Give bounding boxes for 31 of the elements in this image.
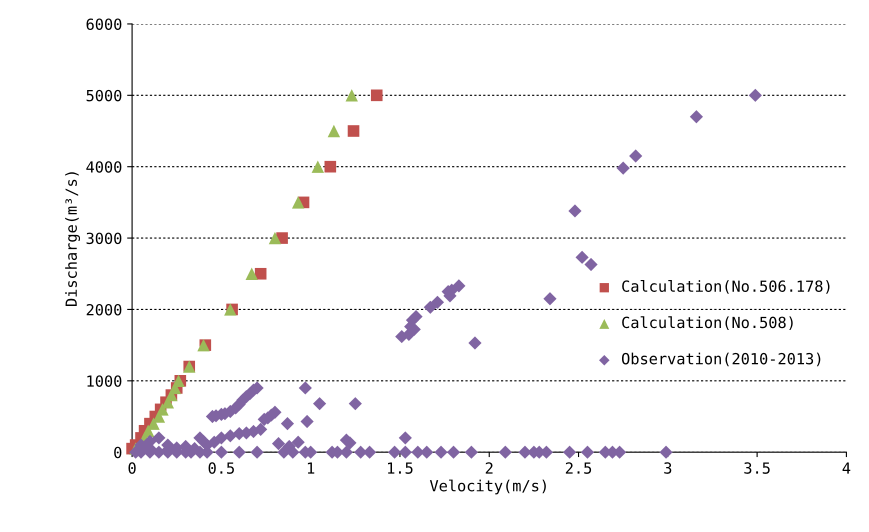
point bbox=[348, 125, 360, 137]
y-tick-label: 3000 bbox=[86, 232, 122, 244]
x-tick-label: 3.5 bbox=[744, 462, 770, 474]
x-tick-label: 1 bbox=[308, 462, 314, 474]
point bbox=[324, 160, 336, 173]
y-tick-label: 0 bbox=[114, 446, 122, 458]
x-tick-label: 3 bbox=[664, 462, 672, 474]
legend-label: Observation(2010-2013) bbox=[622, 352, 820, 366]
point bbox=[292, 196, 304, 209]
y-tick-label: 4000 bbox=[86, 161, 122, 173]
x-axis-title: Velocity(m/s) bbox=[430, 480, 546, 494]
y-tick-label: 2000 bbox=[86, 304, 122, 316]
x-tick-label: 2.5 bbox=[566, 462, 592, 474]
point bbox=[246, 268, 258, 280]
y-tick-label: 5000 bbox=[86, 90, 122, 102]
x-tick-label: 2 bbox=[486, 462, 493, 474]
point bbox=[370, 90, 383, 102]
legend-label: Calculation(No.508) bbox=[622, 316, 793, 330]
x-tick-label: 1.5 bbox=[388, 462, 413, 474]
point bbox=[328, 124, 340, 138]
point bbox=[346, 89, 358, 102]
y-tick-label: 6000 bbox=[86, 18, 122, 30]
x-tick-label: 4 bbox=[842, 462, 850, 474]
x-tick-label: 0.5 bbox=[208, 462, 234, 474]
y-axis-title: Discharge(m³/s) bbox=[65, 172, 80, 306]
x-tick-label: 0 bbox=[128, 462, 136, 474]
point bbox=[254, 268, 266, 280]
y-tick-label: 1000 bbox=[87, 375, 122, 387]
point bbox=[312, 160, 324, 173]
point bbox=[268, 232, 282, 244]
legend-label: Calculation(No.506.178) bbox=[622, 280, 830, 294]
